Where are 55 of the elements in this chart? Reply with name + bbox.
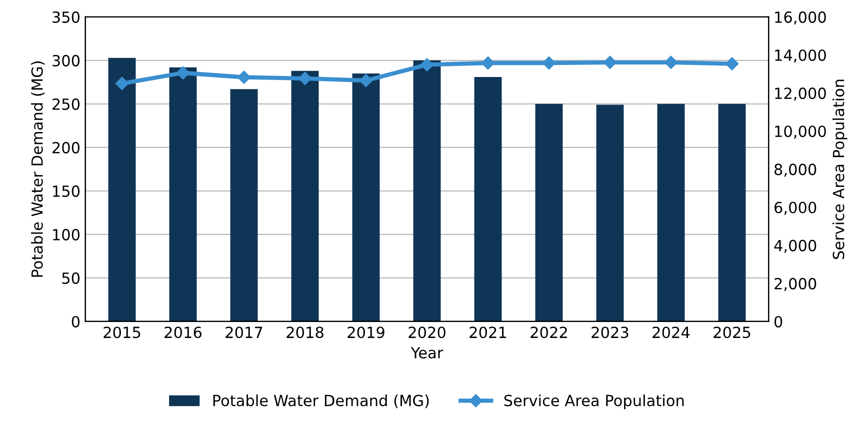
bar bbox=[169, 67, 197, 322]
x-tick-label: 2016 bbox=[164, 326, 202, 338]
y2-tick-label: 16,000 bbox=[775, 11, 826, 24]
y-tick-label: 0 bbox=[72, 316, 80, 328]
y2-tick-label: 2,000 bbox=[774, 278, 816, 291]
bar bbox=[413, 60, 441, 322]
x-axis-title: Year bbox=[410, 347, 444, 359]
point bbox=[664, 56, 678, 69]
y2-tick-label: 14,000 bbox=[775, 49, 826, 63]
y2-tick-label: 0 bbox=[774, 316, 782, 328]
bar bbox=[718, 104, 746, 322]
point bbox=[481, 56, 495, 70]
point bbox=[359, 74, 373, 88]
point bbox=[298, 72, 312, 85]
x-tick-label: 2022 bbox=[530, 326, 567, 338]
x-tick-label: 2019 bbox=[348, 326, 384, 338]
bar bbox=[230, 89, 258, 322]
bar bbox=[291, 70, 319, 322]
y-tick-label: 100 bbox=[53, 228, 80, 240]
x-tick-label: 2015 bbox=[104, 326, 140, 338]
legend-label: Potable Water Demand (MG) bbox=[213, 394, 429, 408]
y2-tick-label: 10,000 bbox=[775, 126, 826, 139]
y-tick-label: 200 bbox=[52, 142, 80, 154]
y-axis-title: Potable Water Demand (MG) bbox=[31, 61, 45, 277]
bar bbox=[352, 73, 380, 322]
x-tick-label: 2018 bbox=[286, 326, 324, 338]
x-tick-label: 2023 bbox=[592, 326, 628, 338]
point bbox=[603, 56, 617, 69]
y-tick-label: 300 bbox=[52, 54, 80, 66]
point bbox=[176, 66, 190, 80]
bar bbox=[535, 104, 563, 322]
point bbox=[725, 57, 739, 70]
y-tick-label: 50 bbox=[62, 272, 80, 284]
bar bbox=[474, 76, 502, 322]
bar bbox=[108, 58, 136, 322]
y2-tick-label: 8,000 bbox=[774, 164, 816, 177]
x-tick-label: 2025 bbox=[714, 326, 750, 338]
x-tick-label: 2017 bbox=[226, 326, 262, 338]
y2-tick-label: 6,000 bbox=[774, 202, 816, 215]
point bbox=[542, 56, 556, 70]
y-tick-label: 150 bbox=[53, 185, 80, 197]
bar bbox=[596, 104, 624, 322]
y2-tick-label: 4,000 bbox=[774, 240, 816, 253]
y-tick-label: 250 bbox=[52, 98, 80, 110]
x-tick-label: 2024 bbox=[652, 326, 690, 338]
point bbox=[115, 76, 129, 90]
y2-tick-label: 12,000 bbox=[775, 88, 826, 101]
point bbox=[420, 58, 434, 72]
x-tick-label: 2020 bbox=[408, 326, 446, 338]
x-tick-label: 2021 bbox=[470, 326, 506, 338]
y2-axis-title: Service Area Population bbox=[832, 80, 848, 259]
legend-label: Service Area Population bbox=[504, 394, 684, 410]
y-tick-label: 350 bbox=[52, 11, 80, 23]
bar bbox=[657, 104, 685, 322]
point bbox=[237, 70, 251, 84]
